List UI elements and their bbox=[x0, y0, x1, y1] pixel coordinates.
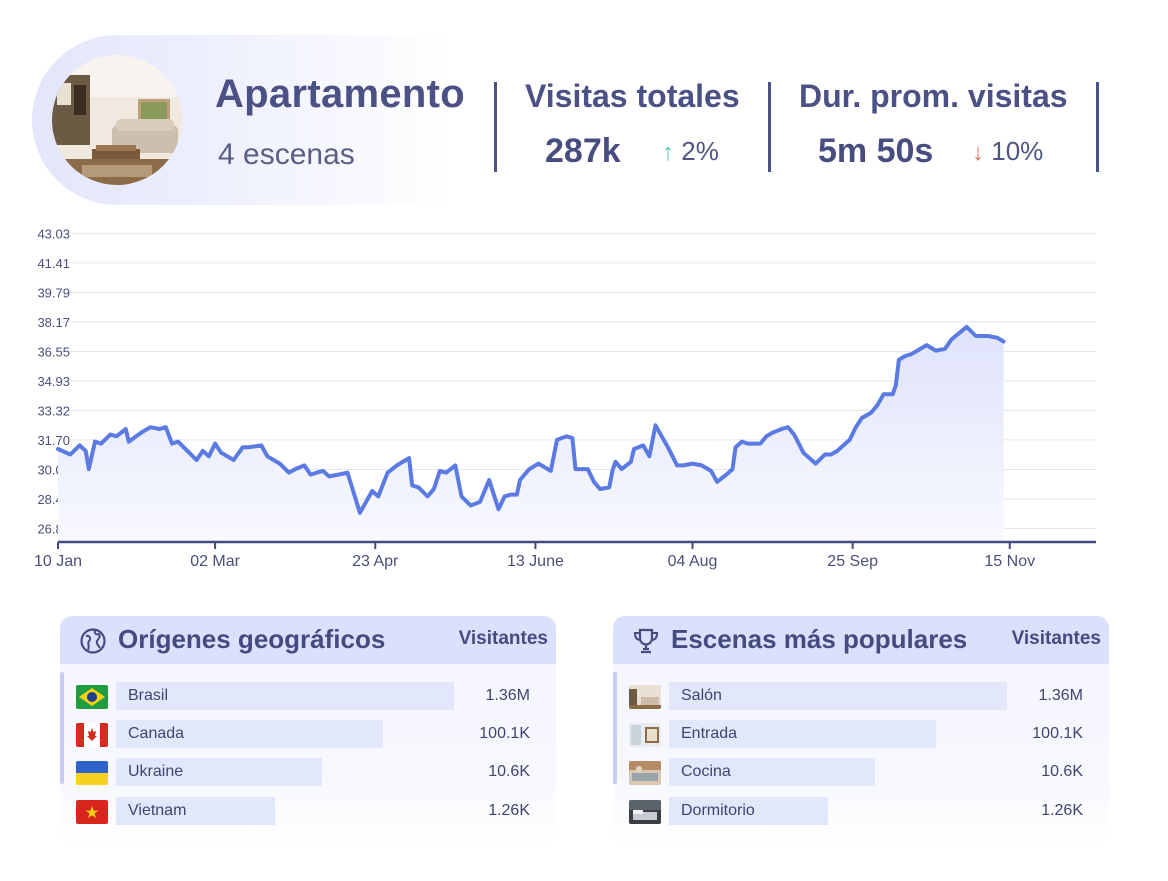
scene-label: Cocina bbox=[681, 763, 731, 780]
country-label: Brasil bbox=[128, 687, 169, 704]
entrance-thumbnail bbox=[629, 723, 661, 747]
x-tick-label: 02 Mar bbox=[190, 553, 240, 570]
scroll-indicator[interactable] bbox=[60, 672, 64, 784]
area-fill bbox=[58, 326, 1004, 542]
x-tick-label: 15 Nov bbox=[984, 553, 1035, 570]
scene-share-bar bbox=[669, 720, 936, 748]
scene-label: Dormitorio bbox=[681, 802, 755, 819]
arrow-down-icon: ↓ bbox=[972, 139, 984, 166]
property-avatar bbox=[52, 55, 182, 185]
header-divider bbox=[494, 82, 497, 172]
brazil-flag-icon bbox=[76, 685, 108, 709]
scene-visitors: 1.26K bbox=[1041, 802, 1083, 819]
avg-duration-value: 5m 50s bbox=[818, 132, 934, 170]
scroll-indicator[interactable] bbox=[613, 672, 617, 784]
country-row[interactable]: Brasil 1.36M bbox=[60, 682, 556, 712]
scene-row[interactable]: Cocina 10.6K bbox=[613, 758, 1109, 788]
panel-title: Orígenes geográficos bbox=[118, 624, 386, 654]
header-divider bbox=[768, 82, 771, 172]
total-visits-delta-value: 2% bbox=[681, 136, 719, 166]
y-tick-label: 36.55 bbox=[37, 345, 70, 360]
scene-row[interactable]: Entrada 100.1K bbox=[613, 720, 1109, 750]
country-share-bar bbox=[116, 797, 275, 825]
scene-count: 4 escenas bbox=[218, 138, 355, 171]
canada-flag-icon bbox=[76, 723, 108, 747]
scene-label: Salón bbox=[681, 687, 722, 704]
country-row[interactable]: Vietnam 1.26K bbox=[60, 797, 556, 827]
header-divider bbox=[1096, 82, 1099, 172]
property-title: Apartamento bbox=[215, 72, 465, 116]
y-tick-label: 43.03 bbox=[37, 226, 70, 241]
total-visits-title: Visitas totales bbox=[525, 78, 740, 114]
column-header: Visitantes bbox=[1011, 628, 1101, 649]
y-tick-label: 39.79 bbox=[37, 285, 70, 300]
panel-title: Escenas más populares bbox=[671, 624, 968, 654]
globe-icon bbox=[80, 628, 106, 654]
x-tick-label: 23 Apr bbox=[352, 553, 399, 570]
y-tick-label: 33.32 bbox=[37, 403, 70, 418]
series-line bbox=[56, 324, 1006, 515]
country-share-bar bbox=[116, 682, 454, 710]
scene-label: Entrada bbox=[681, 725, 738, 742]
y-tick-label: 31.70 bbox=[37, 433, 70, 448]
scene-share-bar bbox=[669, 758, 875, 786]
country-label: Ukraine bbox=[128, 763, 184, 780]
x-tick-label: 10 Jan bbox=[34, 553, 82, 570]
arrow-up-icon: ↑ bbox=[662, 139, 674, 166]
country-label: Canada bbox=[128, 725, 185, 742]
scene-share-bar bbox=[669, 797, 828, 825]
y-tick-label: 34.93 bbox=[37, 374, 70, 389]
y-tick-label: 38.17 bbox=[37, 315, 70, 330]
scene-visitors: 1.36M bbox=[1038, 687, 1083, 704]
kitchen-thumbnail bbox=[629, 761, 661, 785]
scene-row[interactable]: Salón 1.36M bbox=[613, 682, 1109, 712]
country-visitors: 10.6K bbox=[488, 763, 530, 780]
panel-header bbox=[613, 616, 1109, 664]
trophy-icon bbox=[633, 628, 659, 654]
country-row[interactable]: Ukraine 10.6K bbox=[60, 758, 556, 788]
ukraine-flag-icon bbox=[76, 761, 108, 785]
avg-duration-title: Dur. prom. visitas bbox=[799, 78, 1068, 114]
avg-duration-delta: ↓ 10% bbox=[972, 136, 1043, 167]
country-label: Vietnam bbox=[128, 802, 187, 819]
visits-line-chart: 43.03 41.41 39.79 38.17 36.55 34.93 33.32 31.70… bbox=[34, 215, 1096, 570]
living-room-photo bbox=[52, 55, 182, 185]
living-room-thumbnail bbox=[629, 685, 661, 709]
scene-row[interactable]: Dormitorio 1.26K bbox=[613, 797, 1109, 827]
panel-header bbox=[60, 616, 556, 664]
country-visitors: 1.26K bbox=[488, 802, 530, 819]
country-share-bar bbox=[116, 758, 322, 786]
y-tick-label: 41.41 bbox=[37, 256, 70, 271]
column-header: Visitantes bbox=[458, 628, 548, 649]
country-visitors: 1.36M bbox=[485, 687, 530, 704]
vietnam-flag-icon bbox=[76, 800, 108, 824]
avg-duration-delta-value: 10% bbox=[991, 136, 1044, 166]
popular-scenes-panel: Escenas más populares Visitantes Salón 1.… bbox=[613, 616, 1109, 846]
country-visitors: 100.1K bbox=[479, 725, 530, 742]
x-tick-label: 04 Aug bbox=[668, 553, 718, 570]
country-share-bar bbox=[116, 720, 383, 748]
scene-visitors: 10.6K bbox=[1041, 763, 1083, 780]
geo-origins-panel: Orígenes geográficos Visitantes Brasil 1.… bbox=[60, 616, 556, 846]
x-tick-label: 25 Sep bbox=[827, 553, 878, 570]
total-visits-delta: ↑ 2% bbox=[662, 136, 719, 167]
scene-visitors: 100.1K bbox=[1032, 725, 1083, 742]
country-row[interactable]: Canada 100.1K bbox=[60, 720, 556, 750]
x-tick-label: 13 June bbox=[507, 553, 564, 570]
bedroom-thumbnail bbox=[629, 800, 661, 824]
total-visits-value: 287k bbox=[545, 132, 621, 170]
scene-share-bar bbox=[669, 682, 1007, 710]
